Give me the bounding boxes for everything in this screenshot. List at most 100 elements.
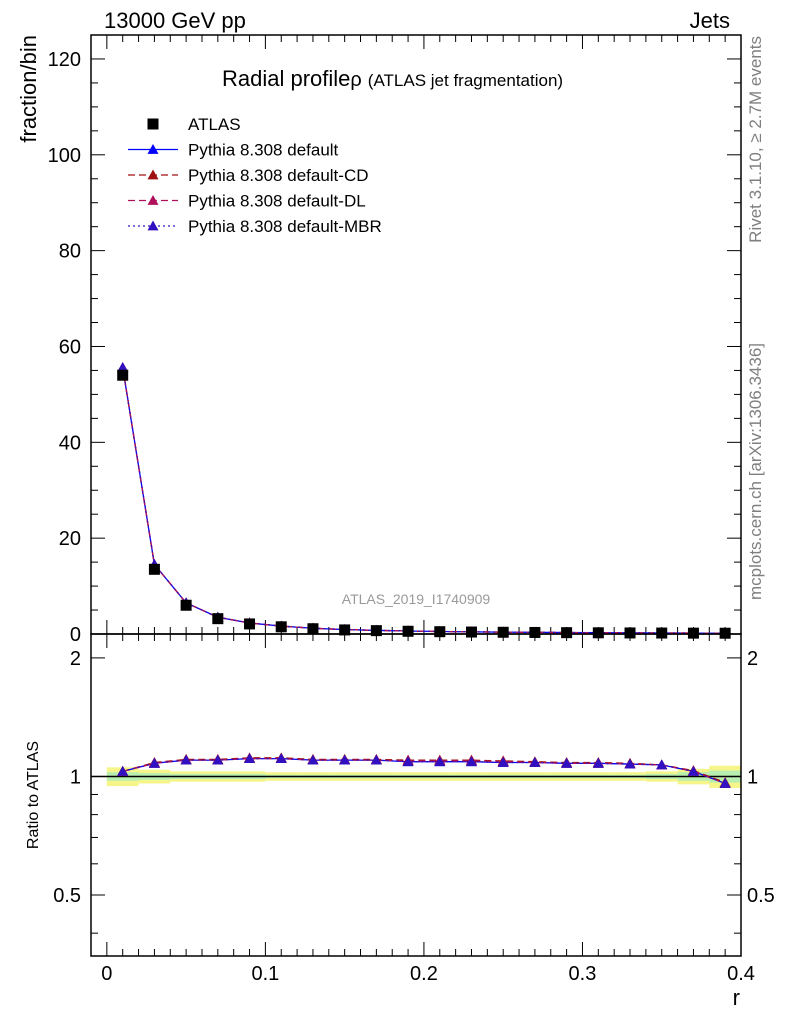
ratio-point xyxy=(529,756,541,767)
ratio-y-tick-label-right: 0.5 xyxy=(747,885,775,907)
ratio-point xyxy=(561,757,573,768)
x-tick-label: 0.1 xyxy=(251,963,279,985)
main-y-tick-label: 80 xyxy=(59,241,81,263)
ratio-ticks: 0 0.1 0.2 0.3 0.4 0.5 0.5 1 1 2 2 xyxy=(53,634,775,985)
legend: ATLAS Pythia 8.308 default Pythia 8.308 de… xyxy=(128,115,382,236)
ratio-point xyxy=(719,777,731,788)
ratio-point xyxy=(244,753,256,764)
legend-label: Pythia 8.308 default xyxy=(188,141,339,160)
ratio-point xyxy=(592,757,604,768)
header-left: 13000 GeV pp xyxy=(104,8,246,33)
ratio-series-pythia-8-308-default-dl xyxy=(117,753,731,788)
header-right: Jets xyxy=(690,8,730,33)
main-y-tick-label: 40 xyxy=(59,432,81,454)
legend-marker xyxy=(147,220,159,231)
ratio-point xyxy=(307,754,319,765)
data-point xyxy=(529,626,541,638)
legend-marker xyxy=(147,195,159,205)
x-tick-label: 0 xyxy=(101,963,112,985)
ratio-y-axis-label: Ratio to ATLAS xyxy=(25,741,42,849)
main-panel: 0 20 40 60 80 100 120 Radial profileρ (ATLAS je… xyxy=(16,34,742,646)
x-tick-label: 0.4 xyxy=(727,963,755,985)
main-title-text: Radial profile xyxy=(222,66,350,91)
data-point xyxy=(148,563,160,575)
data-point xyxy=(244,618,256,630)
legend-label: Pythia 8.308 default-CD xyxy=(188,166,369,185)
main-series-atlas xyxy=(117,369,731,639)
main-y-axis-label: fraction/bin xyxy=(16,35,41,143)
main-y-tick-label: 0 xyxy=(70,624,81,646)
data-point xyxy=(339,624,351,636)
data-point xyxy=(465,626,477,638)
x-axis-label: r xyxy=(733,985,740,1010)
ratio-point xyxy=(275,753,287,764)
ratio-point xyxy=(465,756,477,767)
ratio-point xyxy=(370,754,382,765)
legend-entry: Pythia 8.308 default-CD xyxy=(128,166,369,185)
ratio-point xyxy=(212,754,224,765)
mcplots-label: mcplots.cern.ch [arXiv:1306.3436] xyxy=(746,343,765,600)
main-title: Radial profileρ (ATLAS jet fragmentation) xyxy=(222,66,563,91)
legend-entry: Pythia 8.308 default-DL xyxy=(128,192,366,211)
legend-marker xyxy=(147,144,159,154)
data-point xyxy=(275,621,287,633)
ratio-series xyxy=(117,752,731,788)
ratio-point xyxy=(497,756,509,767)
ratio-point xyxy=(117,765,129,776)
data-point xyxy=(307,623,319,635)
main-y-tick-label: 60 xyxy=(59,336,81,358)
legend-entry: Pythia 8.308 default xyxy=(128,141,339,160)
data-point xyxy=(402,625,414,637)
ratio-panel: 0 0.1 0.2 0.3 0.4 0.5 0.5 1 1 2 2 Ratio to ATLAS r xyxy=(25,633,775,1010)
data-point xyxy=(370,625,382,637)
watermark: ATLAS_2019_I1740909 xyxy=(342,591,491,607)
main-y-tick-label: 100 xyxy=(48,145,81,167)
ratio-y-tick-label-right: 2 xyxy=(747,648,758,670)
legend-label: Pythia 8.308 default-MBR xyxy=(188,217,382,236)
data-point xyxy=(497,626,509,638)
legend-marker xyxy=(147,169,159,180)
x-tick-label: 0.3 xyxy=(569,963,597,985)
ratio-y-tick-label-right: 1 xyxy=(747,766,758,788)
main-title-symbol: ρ xyxy=(350,69,361,91)
ratio-y-tick-label: 2 xyxy=(70,648,81,670)
data-point xyxy=(561,627,573,639)
ratio-point xyxy=(148,757,160,768)
ratio-series-pythia-8-308-default-mbr xyxy=(117,753,731,788)
data-point xyxy=(687,627,699,639)
rivet-version-label: Rivet 3.1.10, ≥ 2.7M events xyxy=(746,36,765,243)
mc-point xyxy=(117,362,129,372)
main-y-tick-label: 20 xyxy=(59,528,81,550)
main-subtitle: (ATLAS jet fragmentation) xyxy=(368,71,563,90)
legend-entry: ATLAS xyxy=(147,115,241,134)
data-point xyxy=(719,627,731,639)
legend-marker xyxy=(147,118,159,130)
ratio-series-pythia-8-308-default-cd xyxy=(117,752,731,787)
data-point xyxy=(212,613,224,625)
ratio-point xyxy=(656,759,668,770)
ratio-point xyxy=(624,758,636,769)
ratio-plot-frame xyxy=(90,633,742,957)
ratio-y-tick-label: 0.5 xyxy=(53,885,81,907)
main-ticks: 0 20 40 60 80 100 120 xyxy=(48,34,742,646)
data-point xyxy=(117,369,129,381)
ratio-point xyxy=(687,765,699,776)
ratio-y-tick-label: 1 xyxy=(70,766,81,788)
legend-label: ATLAS xyxy=(188,115,241,134)
ratio-point xyxy=(339,754,351,765)
x-tick-label: 0.2 xyxy=(410,963,438,985)
series-line xyxy=(122,757,726,785)
legend-label: Pythia 8.308 default-DL xyxy=(188,192,366,211)
data-point xyxy=(180,599,192,611)
data-point xyxy=(656,627,668,639)
data-point xyxy=(624,627,636,639)
data-point xyxy=(434,626,446,638)
main-y-tick-label: 120 xyxy=(48,49,81,71)
series-line xyxy=(122,757,726,784)
ratio-series-pythia-8-308-default xyxy=(117,753,731,788)
data-point xyxy=(592,627,604,639)
ratio-point xyxy=(180,754,192,765)
ratio-point xyxy=(434,756,446,767)
ratio-point xyxy=(402,756,414,767)
